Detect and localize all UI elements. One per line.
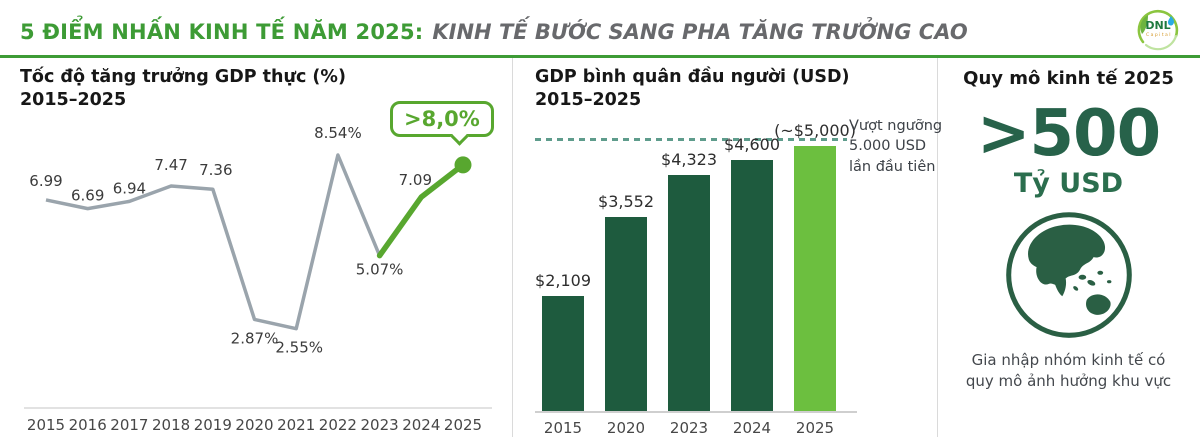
logo-subtext: Capital — [1146, 32, 1172, 38]
leaf-icon — [1140, 15, 1148, 34]
point-value-label: 2.55% — [275, 339, 323, 357]
bar-year-label: 2025 — [795, 419, 835, 437]
threshold-dashed-line — [535, 138, 847, 141]
x-axis-tick-label: 2017 — [110, 416, 148, 434]
bar-2015: $2,109 — [535, 271, 591, 411]
bar-value-label: (~$5,000) — [774, 121, 856, 140]
x-axis-tick-label: 2015 — [27, 416, 65, 434]
x-axis-tick-label: 2021 — [277, 416, 315, 434]
x-axis-tick-label: 2019 — [194, 416, 232, 434]
bar-year-labels: 2015 2020 2023 2024 2025 — [542, 419, 836, 437]
forecast-callout-value: >8,0% — [404, 107, 480, 131]
economy-size-value: >500 — [976, 97, 1161, 172]
point-value-label: 6.69 — [71, 187, 104, 205]
x-axis-tick-label: 2023 — [361, 416, 399, 434]
point-value-label: 6.99 — [29, 172, 62, 190]
end-point-marker — [454, 156, 472, 174]
page-title-rest: KINH TẾ BƯỚC SANG PHA TĂNG TRƯỞNG CAO — [432, 19, 968, 44]
bar-year-label: 2020 — [606, 419, 646, 437]
page-title: 5 ĐIỂM NHẤN KINH TẾ NĂM 2025: KINH TẾ BƯỚ… — [20, 9, 968, 47]
point-value-label: 2.87% — [231, 329, 279, 347]
logo-graphic: DNL Capital — [1137, 9, 1179, 51]
bar-value-label: $4,323 — [661, 150, 717, 169]
line-chart-title: Tốc độ tăng trưởng GDP thực (%) 2015–202… — [20, 66, 346, 112]
gdp-per-capita-panel: GDP bình quân đầu người (USD) 2015–2025 … — [512, 58, 942, 437]
line-chart-title-text: Tốc độ tăng trưởng GDP thực (%) — [20, 67, 346, 87]
bar-year-label: 2015 — [543, 419, 583, 437]
dnl-capital-logo: DNL Capital — [1134, 4, 1184, 54]
bar-value-label: $4,600 — [724, 135, 780, 154]
water-drop-icon — [1167, 16, 1175, 26]
x-axis-line — [535, 411, 857, 413]
x-axis-tick-label: 2025 — [444, 416, 482, 434]
forecast-callout-badge: >8,0% — [390, 101, 494, 146]
point-value-label: 7.47 — [154, 156, 187, 174]
x-axis-tick-label: 2022 — [319, 416, 357, 434]
logo-text: DNL — [1145, 19, 1170, 32]
bar-chart-title: GDP bình quân đầu người (USD) 2015–2025 — [535, 66, 849, 112]
bar-value-label: $2,109 — [535, 271, 591, 290]
economy-size-title: Quy mô kinh tế 2025 — [963, 68, 1174, 89]
point-value-label: 8.54% — [314, 124, 362, 142]
gdp-growth-panel: Tốc độ tăng trưởng GDP thực (%) 2015–202… — [0, 58, 512, 437]
gdp-growth-line-chart: 6.99 6.69 6.94 7.47 7.36 2.87%2.55% 8.54% 5.07%… — [24, 124, 492, 434]
bar-2024: $4,600 — [724, 135, 780, 411]
x-axis-tick-label: 2020 — [235, 416, 273, 434]
line-series-green — [376, 162, 466, 259]
globe-icon — [1005, 212, 1132, 339]
economy-size-panel: Quy mô kinh tế 2025 >500 Tỷ USD Gia nhập… — [938, 58, 1199, 437]
x-axis-tick-label: 2016 — [69, 416, 107, 434]
bar-chart-title-range: 2015–2025 — [535, 89, 642, 110]
economy-size-caption: Gia nhập nhóm kinh tế có quy mô ảnh hưởn… — [965, 351, 1172, 390]
header: 5 ĐIỂM NHẤN KINH TẾ NĂM 2025: KINH TẾ BƯỚ… — [0, 0, 1200, 58]
point-value-label: 5.07% — [356, 261, 404, 279]
x-axis-tick-label: 2024 — [402, 416, 440, 434]
economy-size-unit: Tỷ USD — [1013, 168, 1124, 200]
bar-chart-title-text: GDP bình quân đầu người (USD) — [535, 67, 850, 87]
line-chart-title-range: 2015–2025 — [20, 89, 127, 110]
bar-2020: $3,552 — [598, 192, 654, 411]
point-value-label: 7.09 — [399, 171, 432, 189]
content-row: Tốc độ tăng trưởng GDP thực (%) 2015–202… — [0, 58, 1200, 437]
bar-year-label: 2023 — [669, 419, 709, 437]
point-value-label: 7.36 — [199, 161, 232, 179]
x-axis-tick-label: 2018 — [152, 416, 190, 434]
page-title-highlight: 5 ĐIỂM NHẤN KINH TẾ NĂM 2025: — [20, 19, 424, 44]
line-series-gray — [45, 153, 382, 331]
bar-year-label: 2024 — [732, 419, 772, 437]
bar-2025: (~$5,000) — [774, 121, 856, 411]
bar-value-label: $3,552 — [598, 192, 654, 211]
threshold-annotation: Vượt ngưỡng 5.000 USD lần đầu tiên — [849, 118, 943, 175]
bar-2023: $4,323 — [661, 150, 717, 411]
bar-group: $2,109 $3,552 $4,323 $4,600 (~$5,000) — [535, 121, 856, 411]
point-value-label: 6.94 — [113, 179, 146, 197]
